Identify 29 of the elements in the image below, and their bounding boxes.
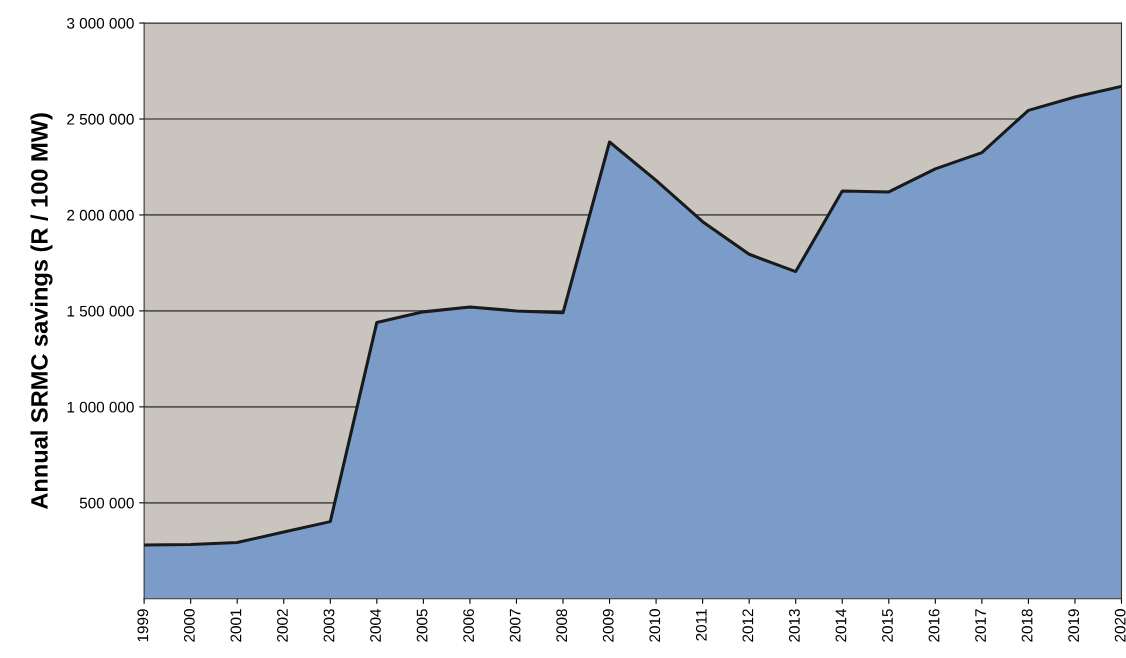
x-tick-label: 2007 [509,609,521,642]
x-tick-label: 2006 [463,609,475,642]
x-tick-label: 2019 [1068,609,1080,642]
y-tick-label: 1 500 000 [67,305,134,317]
x-tick-label: 2008 [556,609,568,642]
y-tick-label: 2 500 000 [67,113,134,125]
x-tick-label: 2012 [742,609,754,642]
x-tick-label: 2010 [649,609,661,642]
x-tick-label: 2013 [788,609,800,642]
x-tick-label: 2005 [416,609,428,642]
x-tick-label: 2011 [695,609,707,641]
x-tick-label: 2002 [277,609,288,642]
x-tick-label: 2018 [1021,609,1033,642]
y-tick-label: 500 000 [79,497,134,509]
x-tick-label: 2017 [975,609,986,642]
x-tick-label: 2004 [370,608,381,642]
y-tick-label: 3 000 000 [67,17,134,29]
x-tick-label: 2016 [928,609,940,642]
x-tick-label: 2009 [602,609,614,642]
x-tick-label: 2015 [882,609,893,642]
x-tick-label: 2000 [183,609,195,642]
x-tick-label: 2001 [230,609,242,642]
x-tick-label: 2020 [1114,609,1126,642]
y-tick-label: 2 000 000 [67,209,134,221]
y-tick-label: 1 000 000 [67,401,134,413]
x-tick-label: 1999 [137,609,149,642]
x-tick-label: 2003 [323,609,335,642]
y-axis-title: Annual SRMC savings (R / 100 MW) [30,113,53,510]
x-tick-label: 2014 [835,608,847,642]
